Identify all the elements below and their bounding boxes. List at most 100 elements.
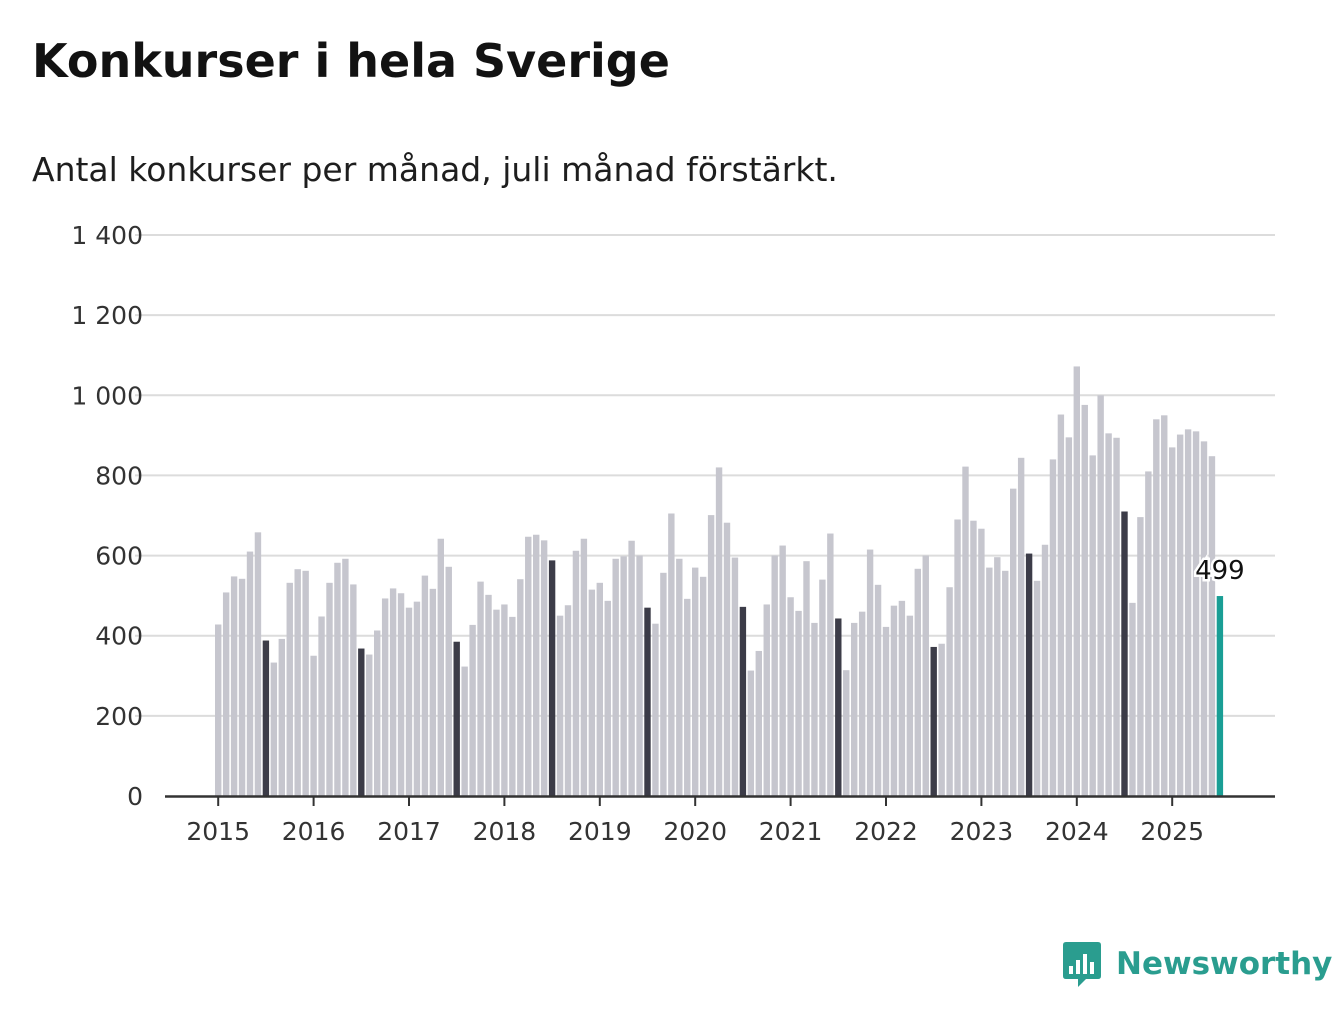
bar	[628, 540, 635, 796]
bar	[676, 558, 683, 796]
newsworthy-logo: Newsworthy	[1062, 940, 1332, 988]
bar	[882, 626, 890, 796]
bar	[564, 605, 572, 796]
bar	[286, 582, 293, 796]
y-tick-label: 1 200	[71, 301, 143, 330]
bar	[811, 622, 818, 796]
bar	[1153, 419, 1160, 796]
bar	[222, 592, 230, 796]
bar	[1184, 429, 1192, 796]
bar	[723, 522, 731, 796]
bar	[533, 534, 540, 796]
bar	[1017, 457, 1025, 796]
bar	[453, 641, 460, 796]
bar	[1161, 415, 1168, 796]
bar	[580, 538, 588, 796]
bar	[1041, 544, 1049, 796]
bar	[294, 569, 301, 796]
bar-chart-speech-bubble-icon	[1063, 942, 1101, 987]
bar	[1065, 437, 1073, 796]
y-axis-ticks: 0 200 400 600 800 1 000 1 200 1 400	[71, 221, 143, 811]
bar	[1192, 431, 1200, 796]
bar	[588, 589, 596, 796]
bar	[215, 624, 222, 796]
bar	[914, 568, 921, 796]
y-tick-label: 1 000	[71, 381, 143, 410]
x-tick-label: 2019	[568, 817, 632, 846]
y-tick-label: 600	[95, 542, 143, 571]
bar	[1105, 433, 1112, 796]
bar	[429, 588, 437, 796]
bar	[779, 545, 786, 796]
bar	[517, 579, 524, 796]
bar	[350, 584, 357, 796]
bar	[1025, 553, 1033, 796]
bar	[803, 561, 810, 796]
bar	[238, 578, 246, 796]
bar	[930, 646, 937, 796]
y-tick-label: 1 400	[71, 221, 143, 250]
bar	[525, 536, 532, 796]
bars	[215, 366, 1224, 796]
bar	[763, 604, 770, 796]
bar	[994, 557, 1001, 796]
bar	[1057, 414, 1065, 796]
bar	[755, 650, 762, 796]
bar	[437, 538, 444, 796]
bar	[1176, 434, 1184, 796]
x-tick-label: 2018	[473, 817, 537, 846]
bar	[739, 606, 747, 796]
x-tick-label: 2024	[1045, 817, 1109, 846]
bar	[890, 605, 898, 796]
bar	[699, 576, 707, 796]
bar	[970, 520, 977, 796]
bar	[978, 528, 985, 796]
bar	[858, 611, 866, 796]
bar	[986, 567, 993, 796]
x-axis-ticks: 2015 2016 2017 2018 2019 2020 2021 2022 2023 2024…	[186, 796, 1204, 846]
bar	[461, 666, 468, 796]
bar	[835, 618, 842, 796]
bar	[493, 609, 500, 796]
chart-title: Konkurser i hela Sverige	[32, 34, 670, 88]
x-tick-label: 2022	[854, 817, 918, 846]
bar	[1081, 404, 1088, 796]
bar	[310, 655, 317, 796]
bar	[660, 572, 667, 796]
bar	[318, 616, 325, 796]
bar	[771, 555, 778, 796]
bar	[405, 607, 413, 796]
bar	[795, 610, 802, 796]
bar	[596, 582, 603, 796]
bar	[1208, 456, 1216, 796]
bar	[1089, 455, 1096, 796]
bar	[668, 513, 675, 796]
bar	[1002, 570, 1009, 796]
bar	[374, 630, 381, 796]
bar	[254, 532, 262, 796]
x-tick-label: 2017	[377, 817, 441, 846]
y-tick-label: 200	[95, 702, 143, 731]
x-tick-label: 2023	[950, 817, 1014, 846]
bar	[843, 670, 850, 796]
bar	[787, 597, 794, 796]
bar	[358, 648, 365, 796]
bar	[731, 557, 739, 796]
bar	[1137, 517, 1144, 796]
y-tick-label: 400	[95, 622, 143, 651]
bar	[1097, 395, 1104, 796]
bar	[827, 533, 834, 796]
bar	[509, 616, 516, 796]
bar	[477, 581, 484, 796]
latest-value-label: 499	[1195, 556, 1245, 586]
bar	[874, 584, 882, 796]
bar	[501, 604, 508, 796]
bar	[342, 558, 349, 796]
bar	[1216, 596, 1224, 796]
bar	[604, 600, 611, 796]
bar	[819, 579, 826, 796]
bar	[898, 600, 906, 796]
bar	[922, 555, 929, 796]
bar	[715, 467, 723, 796]
